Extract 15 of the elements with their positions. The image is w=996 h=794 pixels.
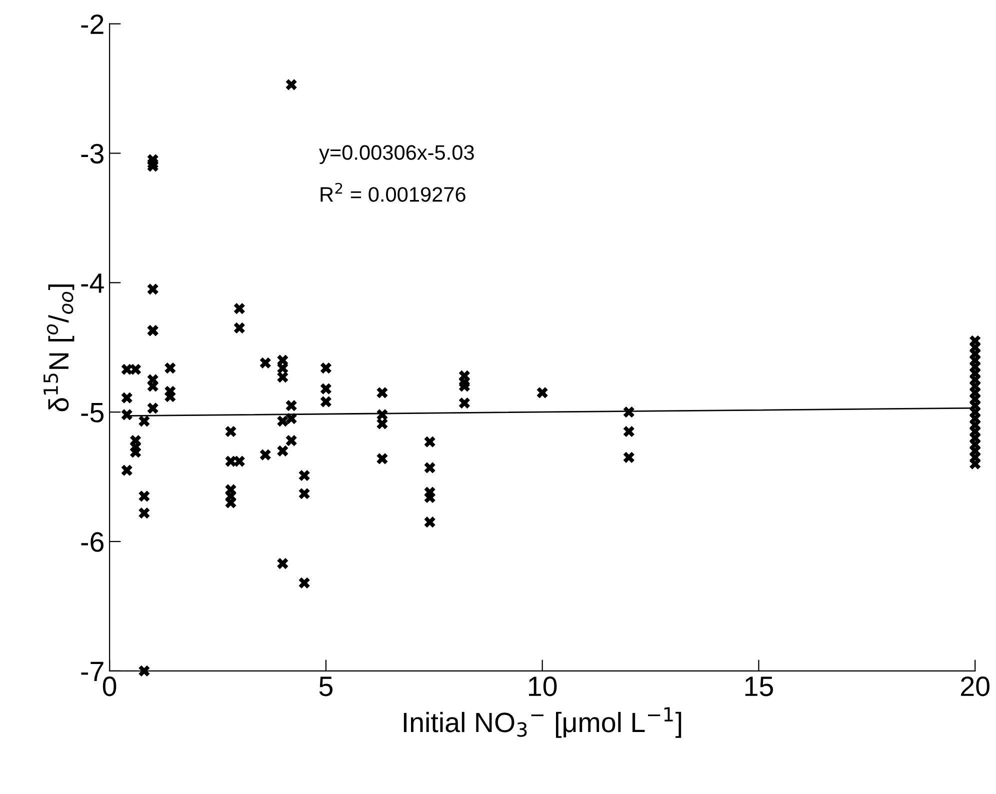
y-axis-title: δ$^{15}$N [$^{o}$/$_{oo}$]	[44, 284, 74, 412]
annotation: R$^{2}$ = 0.0019276	[320, 182, 466, 202]
x-tick-label: 10	[528, 676, 557, 696]
x-tick-label: 15	[745, 676, 773, 696]
y-tick-label: -6	[81, 532, 104, 552]
y-tick-label: -2	[81, 14, 104, 34]
y-tick-label: -4	[81, 274, 104, 293]
x-tick-label: 0	[102, 676, 116, 696]
y-tick-label: -3	[81, 144, 104, 164]
y-tick-label: -7	[81, 662, 104, 681]
x-axis-title: Initial NO$_{3}$$^{−}$ [μmol L$^{−1}$]	[404, 707, 682, 738]
annotation: y=0.00306x-5.03	[319, 145, 474, 164]
y-tick-label: -5	[81, 403, 104, 422]
x-tick-label: 5	[319, 676, 332, 696]
x-tick-label: 20	[961, 676, 990, 696]
